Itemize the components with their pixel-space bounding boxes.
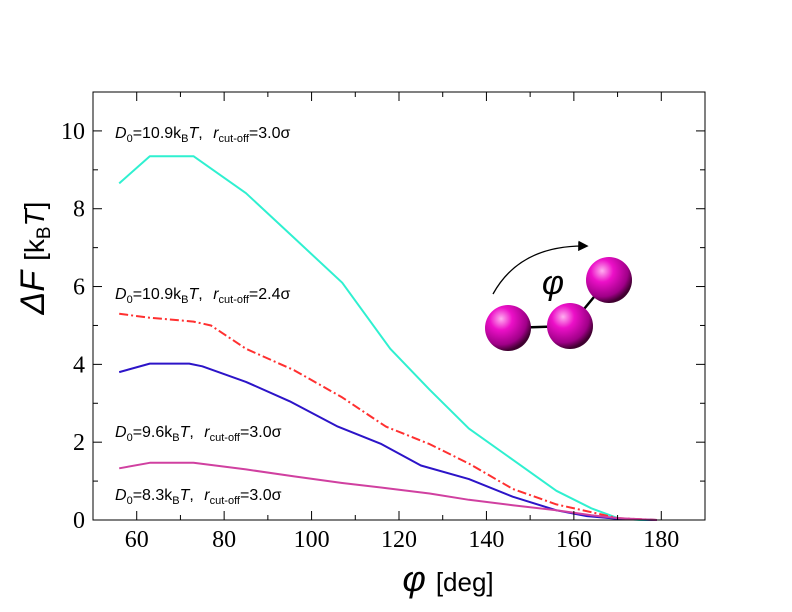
y-axis-unit-close: ] bbox=[19, 202, 50, 210]
x-axis-title: φ [deg] bbox=[402, 558, 493, 599]
x-tick-label: 140 bbox=[468, 527, 504, 553]
x-tick-label: 180 bbox=[643, 527, 679, 553]
y-axis-symbol: ΔF bbox=[14, 269, 52, 316]
y-tick-label: 10 bbox=[61, 119, 85, 145]
series-line-3 bbox=[118, 362, 657, 521]
y-axis-unit-open: [k bbox=[19, 238, 50, 261]
x-tick-label: 80 bbox=[212, 527, 236, 553]
y-tick-label: 4 bbox=[73, 352, 85, 378]
series-annotation: D0=8.3kBT, rcut-off=3.0σ bbox=[115, 487, 282, 507]
y-tick-label: 8 bbox=[73, 197, 85, 223]
ticks-layer: 60 80 100 120 140 160 180 0 2 4 6 8 10 bbox=[61, 91, 706, 553]
inset-angle-label: φ bbox=[542, 264, 564, 302]
bead-icon bbox=[586, 257, 632, 303]
x-tick-label: 60 bbox=[125, 527, 149, 553]
rotation-arrow-icon bbox=[492, 240, 589, 295]
bead-icon bbox=[547, 303, 593, 349]
x-tick-label: 160 bbox=[556, 527, 592, 553]
y-tick-label: 0 bbox=[73, 508, 85, 534]
molecule-inset: φ bbox=[485, 240, 632, 351]
x-tick-label: 100 bbox=[294, 527, 330, 553]
y-axis-title: ΔF [kBT] bbox=[14, 202, 55, 316]
x-axis-symbol: φ bbox=[402, 558, 425, 599]
series-line-4 bbox=[119, 461, 657, 521]
bead-icon bbox=[485, 305, 531, 351]
y-axis-unit-var: T bbox=[19, 207, 50, 226]
series-layer bbox=[118, 155, 657, 521]
series-line-1 bbox=[118, 155, 657, 521]
x-axis-unit: [deg] bbox=[436, 567, 494, 597]
y-tick-label: 6 bbox=[73, 275, 85, 301]
series-line-2 bbox=[119, 312, 657, 521]
series-annotation: D0=10.9kBT, rcut-off=3.0σ bbox=[115, 125, 290, 145]
y-axis-unit-sub: B bbox=[34, 226, 55, 239]
annotations: D0=10.9kBT, rcut-off=3.0σ D0=10.9kBT, rcu… bbox=[115, 125, 290, 507]
series-annotation: D0=9.6kBT, rcut-off=3.0σ bbox=[115, 424, 282, 444]
series-annotation: D0=10.9kBT, rcut-off=2.4σ bbox=[115, 286, 290, 306]
y-tick-label: 2 bbox=[73, 430, 85, 456]
x-tick-label: 120 bbox=[381, 527, 417, 553]
